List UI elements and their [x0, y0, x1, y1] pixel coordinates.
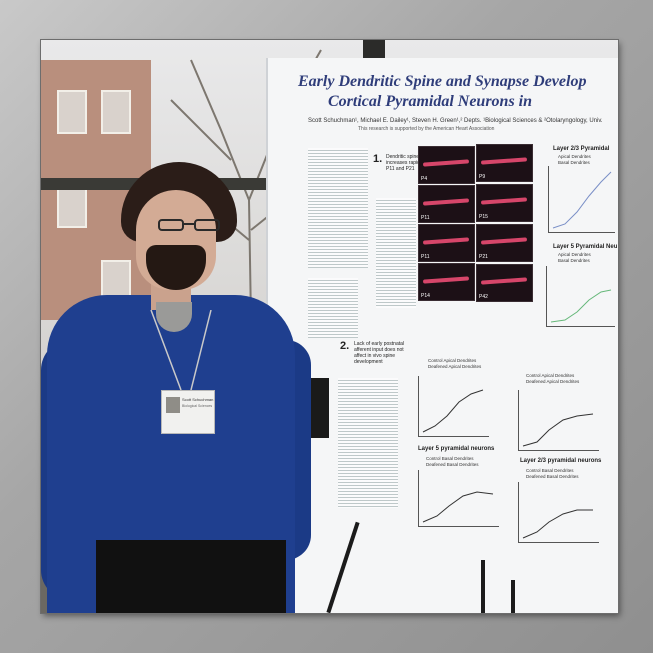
poster-authors: Scott Schuchman¹, Michael E. Dailey¹, St… — [308, 118, 603, 124]
plot-layer23 — [548, 166, 615, 233]
section1-text: Dendritic spine density increases rapidl… — [386, 154, 444, 172]
plot-apical-control — [418, 376, 489, 437]
poster-title-line1: Early Dendritic Spine and Synapse Develo… — [298, 73, 587, 90]
intro-text-block — [308, 148, 368, 268]
poster-stand-leg — [511, 580, 515, 613]
person-undershirt — [156, 302, 192, 332]
plot-basal-layer5-line — [422, 491, 494, 523]
plot-layer5 — [546, 266, 615, 327]
plot-basal-layer23-line — [522, 509, 593, 539]
plot-basal-layer5 — [418, 470, 499, 527]
lanyard — [150, 310, 212, 391]
badge-org: Biological Sciences — [182, 404, 213, 408]
micrograph: P9 — [476, 144, 533, 182]
plot-legend-basal-2: Control Basal Dendrites Deafened Basal D… — [526, 468, 579, 479]
section2-number: 2. — [340, 340, 350, 352]
plot-apical-control-line — [422, 389, 484, 433]
micrograph: P14 — [418, 263, 475, 301]
micrograph: P11 — [418, 224, 475, 262]
methods-text-block — [308, 278, 358, 338]
plot-basal-layer23 — [518, 482, 599, 543]
plot-legend-control-apical-1: Control Apical Dendrites Deafened Apical… — [428, 358, 482, 369]
badge-name: Scott Schuchman — [182, 397, 214, 402]
plot-layer23-line — [552, 171, 612, 229]
micrograph: P21 — [476, 224, 533, 262]
micrograph: P4 — [418, 146, 475, 184]
name-badge: Scott Schuchman Biological Sciences — [161, 390, 215, 434]
research-poster: Early Dendritic Spine and Synapse Develo… — [266, 58, 618, 613]
plot-title-layer23-neurons: Layer 2/3 pyramidal neurons — [520, 458, 602, 464]
building-window — [57, 90, 87, 134]
section2-text-block — [338, 378, 398, 508]
plot-legend-layer23: Apical Dendrites Basal Dendrites — [558, 154, 591, 165]
badge-photo — [166, 397, 180, 413]
person-pants — [96, 540, 286, 613]
plot-legend-basal-1: Control Basal Dendrites Deafened Basal D… — [426, 456, 479, 467]
plot-legend-control-apical-2: Control Apical Dendrites Deafened Apical… — [526, 373, 580, 384]
micrograph: P15 — [476, 184, 533, 222]
plot-legend-layer5: Apical Dendrites Basal Dendrites — [558, 252, 591, 263]
section1-number: 1. — [373, 153, 383, 165]
glasses-icon — [158, 219, 220, 231]
poster-title: Early Dendritic Spine and Synapse Develo… — [298, 72, 618, 112]
poster-stand-leg — [481, 560, 485, 613]
plot-title-layer5-neurons: Layer 5 pyramidal neurons — [418, 446, 495, 452]
photograph: Early Dendritic Spine and Synapse Develo… — [41, 40, 618, 613]
building-window — [101, 90, 131, 134]
poster-funding-note: This research is supported by the Americ… — [358, 126, 495, 132]
micrograph: P11 — [418, 185, 475, 223]
plot-title-layer5: Layer 5 Pyramidal Neu — [553, 244, 618, 250]
plot-title-layer23: Layer 2/3 Pyramidal — [553, 146, 610, 152]
plot-layer5-line — [550, 289, 612, 323]
section2-text: Lack of early postnatal afferent input d… — [354, 341, 405, 365]
poster-title-line2: Cortical Pyramidal Neurons in — [328, 93, 533, 110]
plot-apical-control-2 — [518, 390, 599, 451]
plot-apical-control-2-line — [522, 413, 594, 447]
micrograph: P42 — [476, 264, 533, 302]
section1-text-block — [376, 198, 416, 308]
